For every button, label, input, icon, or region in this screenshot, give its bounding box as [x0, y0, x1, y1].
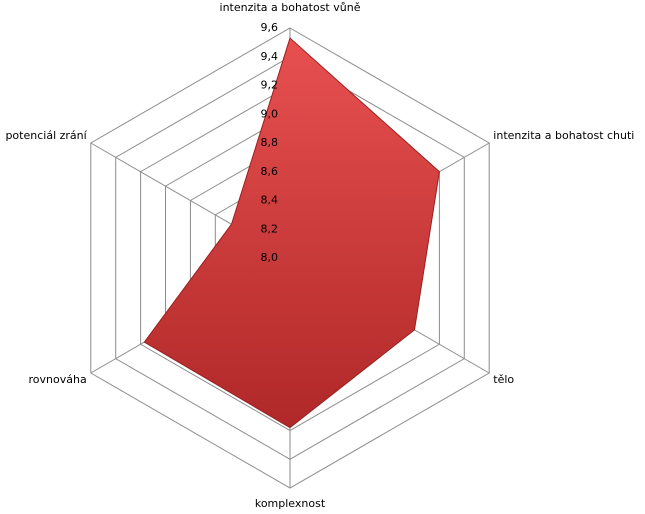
- category-label: intenzita a bohatost vůně: [220, 1, 361, 14]
- category-label: rovnováha: [29, 373, 87, 386]
- y-tick-label: 9,0: [261, 107, 279, 120]
- y-tick-label: 8,0: [261, 251, 279, 264]
- category-label: intenzita a bohatost chuti: [493, 129, 634, 142]
- category-label: komplexnost: [255, 497, 326, 510]
- radar-area: [143, 37, 440, 429]
- y-tick-label: 8,8: [261, 136, 279, 149]
- y-tick-label: 9,4: [261, 50, 279, 63]
- y-tick-label: 8,4: [261, 194, 279, 207]
- category-label: tělo: [493, 373, 514, 386]
- category-label: potenciál zrání: [5, 129, 87, 142]
- y-tick-label: 9,6: [261, 21, 279, 34]
- y-tick-label: 8,6: [261, 165, 279, 178]
- y-tick-label: 9,2: [261, 79, 279, 92]
- y-tick-label: 8,2: [261, 222, 279, 235]
